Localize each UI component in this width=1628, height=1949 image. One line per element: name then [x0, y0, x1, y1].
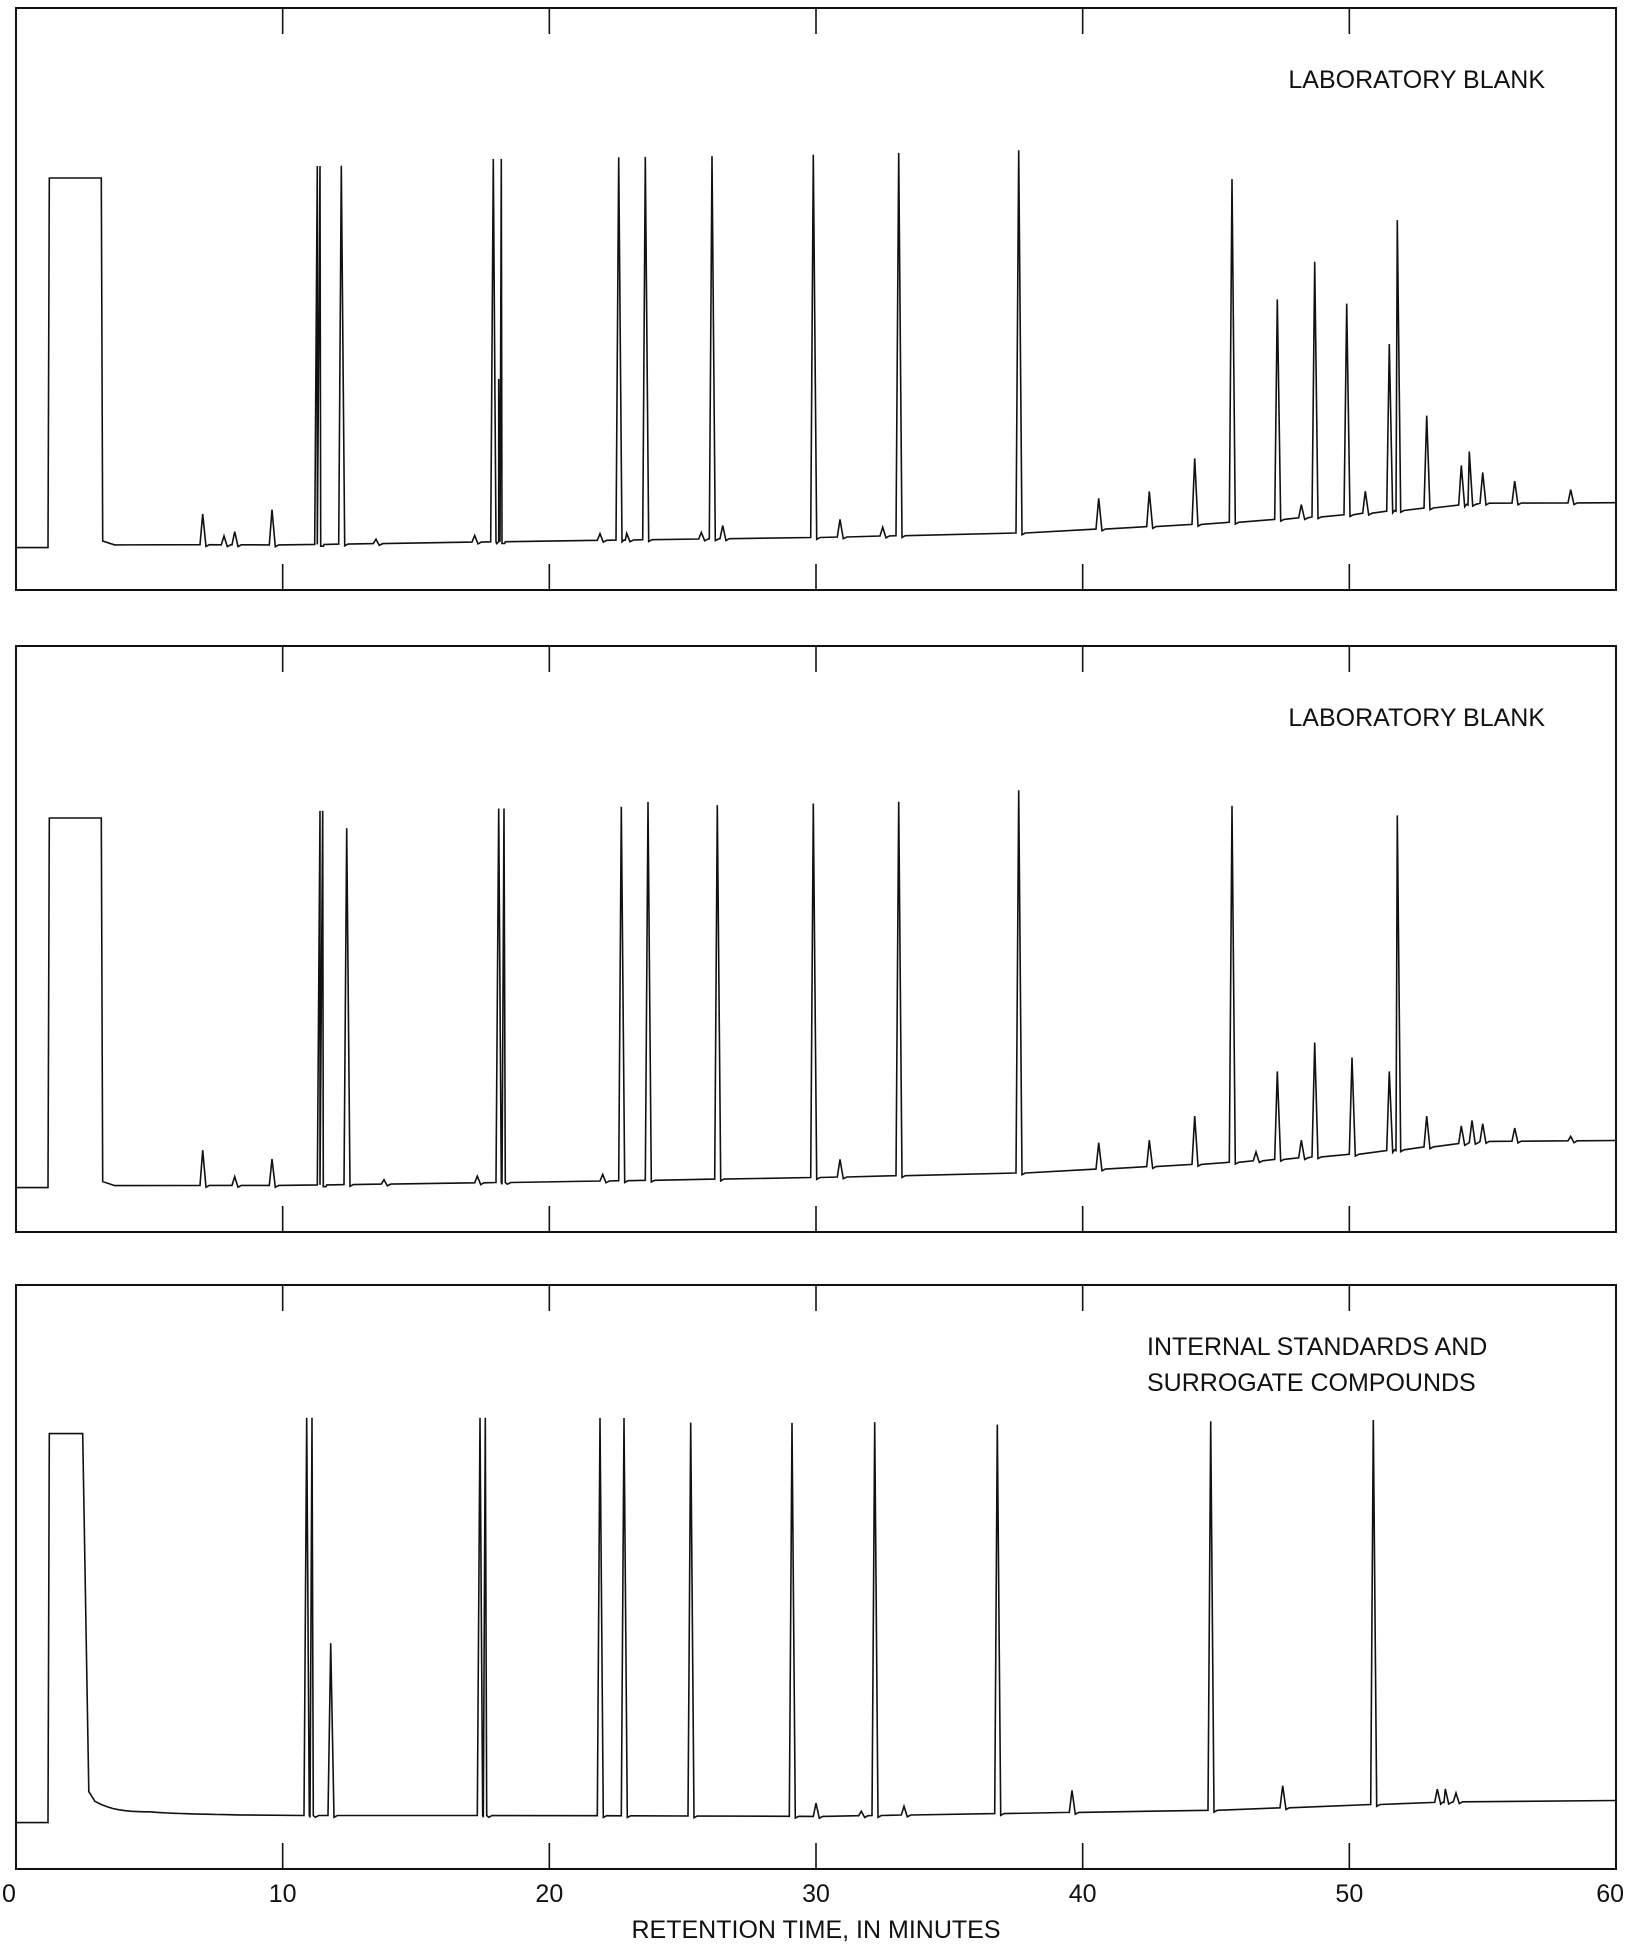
panel-2-trace [16, 790, 1617, 1189]
panel-1: LABORATORY BLANK [15, 7, 1617, 591]
panel-3: INTERNAL STANDARDS AND SURROGATE COMPOUN… [15, 1284, 1617, 1870]
panel-1-label-line-1: LABORATORY BLANK [1288, 66, 1545, 94]
panel-3-trace [16, 1417, 1617, 1824]
x-tick-label-0: 0 [2, 1880, 16, 1908]
x-axis-tick-labels: 0 10 20 30 40 50 60 [2, 1880, 1624, 1908]
panel-2-label-line-1: LABORATORY BLANK [1288, 704, 1545, 732]
x-tick-label-10: 10 [269, 1880, 297, 1908]
panel-3-ticks [281, 1285, 1351, 1869]
x-tick-label-50: 50 [1335, 1880, 1363, 1908]
panel-2: LABORATORY BLANK [15, 645, 1617, 1233]
panel-2-ticks [281, 646, 1351, 1232]
panel-1-trace [16, 150, 1617, 549]
x-tick-label-60: 60 [1596, 1880, 1624, 1908]
x-tick-label-40: 40 [1069, 1880, 1097, 1908]
panel-3-label-line-1: INTERNAL STANDARDS AND [1147, 1333, 1487, 1361]
panel-1-ticks [281, 8, 1351, 590]
panel-3-label-line-2: SURROGATE COMPOUNDS [1147, 1369, 1476, 1397]
x-axis-label: RETENTION TIME, IN MINUTES [632, 1916, 1001, 1944]
x-tick-label-20: 20 [535, 1880, 563, 1908]
x-tick-label-30: 30 [802, 1880, 830, 1908]
